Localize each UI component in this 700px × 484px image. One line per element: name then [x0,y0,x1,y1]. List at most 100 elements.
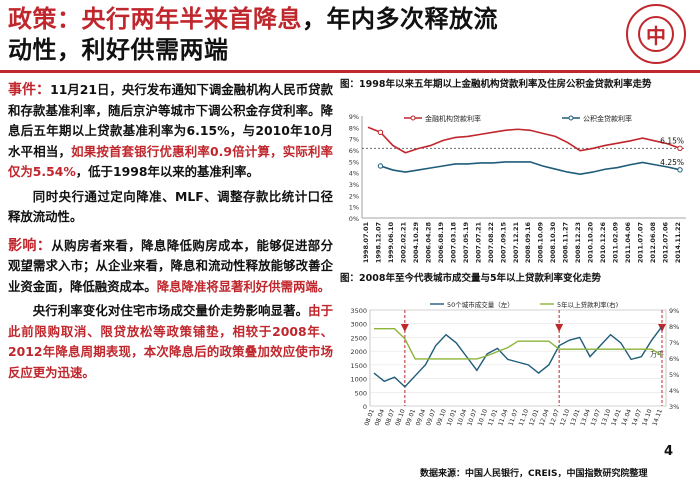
chart-1-x-tick: 2006.08.19 [437,222,445,264]
page-title: 政策：央行两年半来首降息，年内多次释放流 动性，利好供需两端 [8,4,608,66]
title-rest: ，年内多次释放流 [302,5,498,33]
event-paragraph-2: 同时央行通过定向降准、MLF、调整存款比统计口径释放流动性。 [8,188,333,225]
chart-2-svg: 0 500 1000 1500 2000 2500 3000 3500 3% 4% 5% 6% 7% 8%… [350,300,679,427]
impact-paragraph: 影响：从购房者来看，降息降低购房成本，能够促进部分观望需求入市；从企业来看，降息… [8,236,333,298]
chart-1-y-tick: 3% [349,181,359,189]
chart-2-title: 图：2008年至今代表城市成交量与5年以上贷款利率变化走势 [340,273,602,284]
chart-2-marker-arrow [400,324,409,332]
chart-1-x-tick: 2008.11.27 [562,222,570,263]
logo-char: 中 [646,23,666,48]
chart-1-x-tick: 1998.12.07 [374,222,382,263]
chart-1-x-tick: 2007.08.22 [487,222,495,263]
chart-1-x-tick: 2010.10.20 [587,222,595,264]
chart-1-legend-label: 公积金贷款利率 [583,114,632,123]
chart-1-x-tick: 2007.07.21 [474,222,482,264]
chart-2-series-line [374,328,663,360]
chart-1: 图：1998年以来五年期以上金融机构贷款利率及住房公积金贷款利率走势 0% 1% 2… [340,76,696,266]
chart-1-series-line [380,161,681,175]
impact-text: 从购房者来看，降息降低购房成本，能够促进部分观望需求入市；从企业来看，降息和流动… [8,237,334,294]
chart-1-y-tick: 9% [349,113,359,121]
chart-2-y-right-tick: 9% [669,307,679,315]
chart-1-x-tick: 2012.06.08 [649,222,657,264]
chart-1-y-tick: 4% [349,170,359,178]
event-red: 如果按首套银行优惠利率0.9倍计算，实际利率仅为5.54% [8,143,334,180]
chart-1-legend-marker [568,115,574,121]
chart-2-y-left-tick: 2000 [350,348,367,356]
chart-1-x-tick: 2007.03.18 [449,222,457,264]
impact-red: 降息降准将显著利好供需两端。 [156,278,331,294]
chart-1-y-tick: 6% [349,147,359,155]
chart-2-marker-arrow [658,324,666,332]
chart-1-x-tick: 2014.11.22 [674,222,682,263]
chart-1-end-label: 4.25% [660,158,684,167]
impact-label: 影响： [8,237,52,254]
chart-1-title: 图：1998年以来五年期以上金融机构贷款利率及住房公积金贷款利率走势 [340,79,652,90]
chart-2-series-line [373,326,663,388]
chart-1-y-tick: 5% [349,158,359,166]
data-source: 数据来源：中国人民银行，CREIS，中国指数研究院整理 [420,469,648,479]
chart-2-legend-label: 5年以上贷款利率(右) [557,300,618,309]
chart-1-x-tick: 2011.02.09 [612,222,620,264]
logo-inner-ring: 中 [638,16,674,52]
chart-2-y-left-unit: 万平 [650,351,664,359]
title-rule [0,70,700,73]
chart-2-y-right-tick: 7% [669,339,679,347]
chart-2-y-left-tick: 3500 [350,307,367,315]
chart-1-point [377,163,384,169]
chart-1-x-tick: 2007.05.19 [462,222,470,264]
event-tail: ，低于1998年以来的基准利率。 [75,164,259,179]
chart-1-x-tick: 2012.07.06 [662,222,670,264]
chart-2-y-right-tick: 5% [669,371,679,379]
title-line-1: 政策：央行两年半来首降息，年内多次释放流 [8,4,608,35]
chart-1-x-tick: 2008.10.09 [537,222,545,264]
chart-2-y-left-tick: 2500 [350,334,367,342]
title-prefix: 政策：央行两年半来首 [8,5,253,33]
chart-2-y-left-tick: 500 [355,389,367,397]
chart-1-point [677,167,683,173]
chart-1-legend-label: 金融机构贷款利率 [425,114,481,123]
chart-1-y-tick: 1% [349,204,359,212]
china-index-academy-logo: 中 [626,4,686,64]
title-line-2: 动性，利好供需两端 [8,36,229,64]
chart-1-x-tick: 2011.04.06 [624,222,632,264]
chart-1-y-tick: 2% [349,192,359,200]
main-text: 事件：11月21日，央行发布通知下调金融机构人民币贷款和存款基准利率，随后京沪等… [8,80,333,383]
chart-1-svg: 0% 1% 2% 3% 4% 5% 6% 7% 8% 9% 1998.07.01 1998.12.07… [349,113,686,264]
chart-2-y-left-tick: 0 [363,403,367,411]
chart-1-x-tick: 2008.09.16 [524,222,532,264]
chart-2: 图：2008年至今代表城市成交量与5年以上贷款利率变化走势 0 500 1000 15… [340,270,696,462]
impact-paragraph-2: 央行利率变化对住宅市场成交量价走势影响显著。由于此前限购取消、限贷放松等政策铺垫… [8,301,333,383]
event-text: 11月21日，央行发布通知下调金融机构人民币贷款和存款基准利率，随后京沪等城市下… [8,82,333,159]
chart-1-x-tick: 2010.12.26 [599,222,607,264]
chart-1-y-tick: 7% [349,136,359,144]
chart-1-point [677,145,683,151]
chart-2-y-left-tick: 1000 [350,376,367,384]
chart-1-end-label: 6.15% [660,136,684,145]
chart-1-x-tick: 1999.06.10 [387,222,395,264]
impact-para2-black: 央行利率变化对住宅市场成交量价走势影响显著。 [32,303,309,318]
impact-para2-red: 由于此前限购取消、限贷放松等政策铺垫，相较于2008年、2012年降息周期表现，… [8,303,334,380]
chart-1-x-tick: 2004.10.29 [412,222,420,264]
chart-1-x-tick: 2008.10.30 [549,222,557,264]
chart-1-x-tick: 2007.09.15 [499,222,507,264]
chart-1-x-tick: 2008.12.23 [574,222,582,263]
chart-1-point [377,129,384,136]
chart-1-series-line [367,126,681,154]
chart-2-marker-arrow [555,324,564,332]
chart-1-x-tick: 2006.04.28 [424,222,432,264]
chart-2-legend-label: 50个城市成交量（左） [447,300,514,309]
chart-2-y-right-tick: 3% [669,403,679,411]
chart-1-x-tick: 2002.02.21 [399,222,407,264]
chart-1-x-tick: 1998.07.01 [362,222,370,264]
title-highlight: 降息 [253,5,302,33]
chart-1-x-tick: 2011.07.07 [637,222,645,263]
chart-2-y-left-tick: 3000 [350,321,367,329]
chart-2-y-right-tick: 8% [669,323,679,331]
chart-1-legend-marker [410,115,416,121]
chart-2-y-left-tick: 1500 [350,362,367,370]
event-paragraph: 事件：11月21日，央行发布通知下调金融机构人民币贷款和存款基准利率，随后京沪等… [8,80,333,183]
chart-2-y-right-tick: 4% [669,387,679,395]
page-number: 4 [664,444,674,459]
chart-1-y-tick: 8% [349,124,359,132]
chart-1-x-tick: 2007.12.21 [512,222,520,264]
